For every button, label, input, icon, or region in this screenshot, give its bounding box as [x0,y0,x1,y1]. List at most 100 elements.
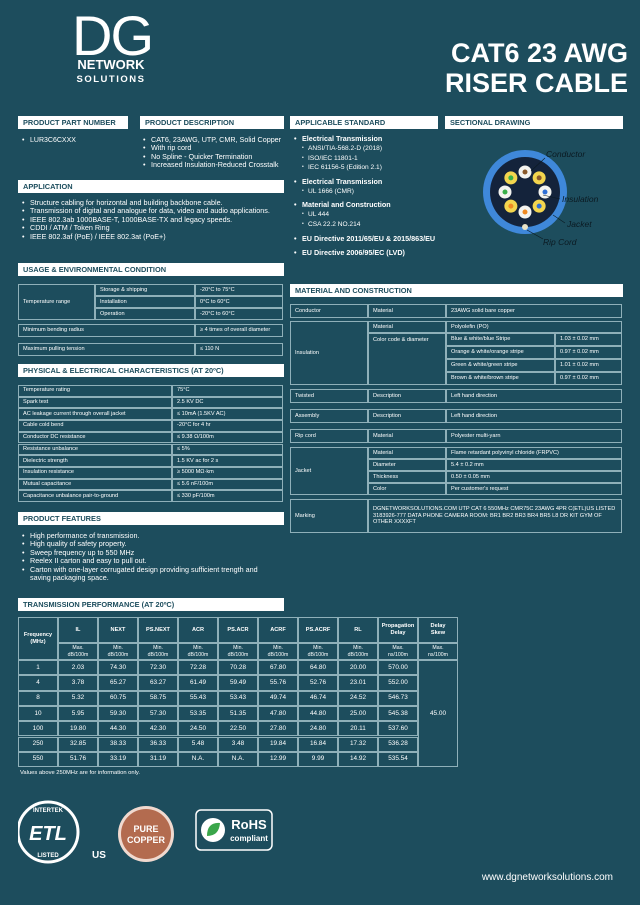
column-header: PS.NEXT [138,617,178,643]
column-header: PS.ACR [218,617,258,643]
table-cell: 20.11 [338,721,378,737]
table-cell: Description [368,409,446,423]
table-cell: 16.84 [298,736,338,752]
conductor [502,189,508,195]
table-cell: Jacket [290,447,368,495]
table-cell: 19.84 [258,736,298,752]
table-cell: 546.73 [378,690,418,706]
table-cell: 49.74 [258,690,298,706]
column-unit: Max. dB/100m [58,643,98,660]
table-cell: 0.97 ± 0.02 mm [555,346,622,359]
section-heading: PRODUCT FEATURES [18,512,284,525]
table-cell: 51.35 [218,705,258,722]
table-cell: 42.30 [138,721,178,737]
table-cell: 63.27 [138,675,178,691]
list-item: IEEE 802.3af (PoE) / IEEE 802.3at (PoE+) [22,232,284,242]
table-cell: 24.80 [298,721,338,737]
list-item: Carton with one-layer corrugated design … [22,565,267,583]
table-cell: -20°C for 4 hr [172,420,283,432]
list-item: CAT6, 23AWG, UTP, CMR, Solid Copper [143,135,318,145]
table-cell: 536.28 [378,736,418,752]
rohs-leaf [207,822,220,836]
footnote: Values above 250MHz are for information … [20,770,140,776]
column-header: IL [58,617,98,643]
list-item: High quality of safety property. [22,539,267,549]
bullet-list: High performance of transmission.High qu… [22,531,267,583]
table-cell: Per customer's request [446,483,622,495]
table-cell: ≤ 10mA (1.5KV AC) [172,408,283,421]
column-header: RL [338,617,378,643]
rohs-sub: compliant [230,834,268,843]
table-cell: Twisted [290,389,368,403]
badges: INTERTEK ETL LISTED US PURE COPPER RoHS … [18,800,273,864]
table-cell: 535.54 [378,751,418,768]
table-cell: 5.32 [58,690,98,706]
table-cell: ≤ 5% [172,443,283,456]
standard-group: Electrical Transmission [294,177,454,187]
title: CAT6 23 AWG [450,38,628,68]
table-cell: 5.48 [178,736,218,752]
table-cell: 24.52 [338,690,378,706]
table-cell: ≥ 5000 MΩ·km [172,466,283,479]
table-cell: -20°C to 75°C [195,284,283,296]
standard-group: EU Directive 2011/65/EU & 2015/863/EU [294,234,454,244]
table-cell: 67.80 [258,660,298,676]
table-cell: Dielectric strength [18,455,172,467]
table-cell: 1 [18,660,58,676]
table-cell: Spark test [18,396,172,409]
etl-country: US [92,850,106,861]
etl-mark: ETL [29,823,67,845]
list-item: Transmission of digital and analogue for… [22,206,284,216]
table-cell: Temperature rating [18,385,172,397]
table-cell: Color [368,483,446,495]
drawing-label: Conductor [546,149,586,159]
table-cell: 53.35 [178,705,218,722]
table-cell: ≤ 110 N [195,343,283,356]
table-cell: 58.75 [138,690,178,706]
section-heading: MATERIAL AND CONSTRUCTION [290,284,623,297]
section-heading: SECTIONAL DRAWING [445,116,623,129]
section-heading: PHYSICAL & ELECTRICAL CHARACTERISTICS (A… [18,364,284,377]
table-cell: Diameter [368,459,446,471]
table-cell: Blue & white/blue Stripe [446,333,555,346]
table-cell: 1.01 ± 0.02 mm [555,359,622,372]
table-cell: ≤ 5.6 nF/100m [172,478,283,491]
standard-item: ANSI/TIA-568.2-D (2018) [294,144,454,154]
table-cell: Color code & diameter [368,333,446,385]
table-cell: 1.5 KV ac for 2 s [172,455,283,467]
table-cell: Brown & white/brown stripe [446,372,555,385]
column-unit: (MHz) [30,638,46,645]
table-cell: Marking [290,499,368,533]
table-cell: Operation [95,308,195,320]
table-cell: 20.00 [338,660,378,676]
list-item: CDDI / ATM / Token Ring [22,223,284,233]
table-cell: Cable cold bend [18,420,172,432]
column-unit: Min. dB/100m [218,643,258,660]
table-cell: 27.80 [258,721,298,737]
table-cell: 75°C [172,385,283,397]
table-cell: 17.32 [338,736,378,752]
table-cell: 36.33 [138,736,178,752]
column-header: NEXT [98,617,138,643]
table-cell: 22.50 [218,721,258,737]
list-item: Structure cabling for horizontal and bui… [22,198,284,208]
standard-group: EU Directive 2006/95/EC (LVD) [294,248,454,258]
conductor [522,209,528,215]
table-cell: 4 [18,675,58,691]
table-cell: 3.78 [58,675,98,691]
table-cell: 24.50 [178,721,218,737]
column-header: ACR [178,617,218,643]
table-cell: 55.76 [258,675,298,691]
list-item: With rip cord [143,143,318,153]
table-cell: 72.30 [138,660,178,676]
table-cell: Rip cord [290,429,368,443]
table-cell: 38.33 [98,736,138,752]
rohs-title: RoHS [231,817,267,832]
conductor [536,203,542,209]
table-cell: 552.00 [378,675,418,691]
drawing-label: Insulation [562,194,599,204]
table-cell: 250 [18,736,58,752]
logo-mark: DG [72,4,154,67]
standards-list: Electrical Transmission ANSI/TIA-568.2-D … [294,130,454,258]
column-header: ACRF [258,617,298,643]
